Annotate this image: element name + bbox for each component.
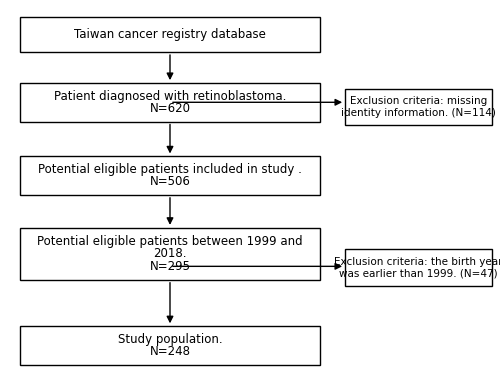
Text: N=295: N=295 <box>150 260 190 273</box>
Text: N=248: N=248 <box>150 345 190 358</box>
Text: was earlier than 1999. (N=47): was earlier than 1999. (N=47) <box>340 268 498 278</box>
Text: 2018.: 2018. <box>153 247 186 260</box>
Text: Patient diagnosed with retinoblastoma.: Patient diagnosed with retinoblastoma. <box>54 90 286 103</box>
FancyBboxPatch shape <box>20 156 320 195</box>
Text: Potential eligible patients between 1999 and: Potential eligible patients between 1999… <box>37 235 303 248</box>
Text: Taiwan cancer registry database: Taiwan cancer registry database <box>74 28 266 41</box>
Text: Exclusion criteria: missing: Exclusion criteria: missing <box>350 96 488 106</box>
Text: Study population.: Study population. <box>118 333 222 346</box>
FancyBboxPatch shape <box>345 89 492 125</box>
Text: identity information. (N=114): identity information. (N=114) <box>342 108 496 118</box>
FancyBboxPatch shape <box>20 17 320 52</box>
FancyBboxPatch shape <box>20 83 320 122</box>
FancyBboxPatch shape <box>345 249 492 286</box>
Text: Exclusion criteria: the birth year: Exclusion criteria: the birth year <box>334 257 500 266</box>
Text: Potential eligible patients included in study .: Potential eligible patients included in … <box>38 163 302 176</box>
Text: N=506: N=506 <box>150 175 190 188</box>
FancyBboxPatch shape <box>20 228 320 280</box>
FancyBboxPatch shape <box>20 326 320 365</box>
Text: N=620: N=620 <box>150 102 190 115</box>
